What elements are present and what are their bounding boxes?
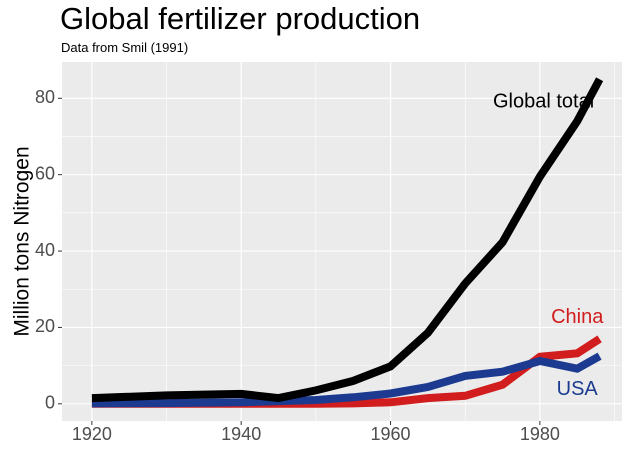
series-label: Global total [493, 90, 594, 112]
series-label: China [551, 306, 604, 328]
y-tick-label: 80 [35, 87, 55, 107]
series-labels: Global total USA China [493, 90, 604, 400]
x-tick-label: 1960 [371, 424, 411, 444]
series-line-usa [91, 352, 602, 408]
series-line-global-total [91, 77, 604, 403]
y-tick-label: 0 [45, 393, 55, 413]
x-tick-label: 1980 [520, 424, 560, 444]
chart-subtitle: Data from Smil (1991) [61, 40, 189, 55]
x-tick-label: 1920 [72, 424, 112, 444]
y-tick-label: 60 [35, 163, 55, 183]
minor-gridlines [62, 62, 622, 421]
y-axis-label: Million tons Nitrogen [11, 146, 34, 336]
chart-title: Global fertilizer production [60, 1, 421, 36]
y-tick-label: 20 [35, 316, 55, 336]
x-axis: 1920 1940 1960 1980 [72, 421, 560, 444]
series-lines [91, 77, 604, 408]
y-tick-label: 40 [35, 240, 55, 260]
x-tick-label: 1940 [221, 424, 261, 444]
y-axis: 0 20 40 60 80 [35, 87, 62, 413]
plot-panel-background [62, 62, 622, 421]
series-label: USA [557, 378, 599, 400]
